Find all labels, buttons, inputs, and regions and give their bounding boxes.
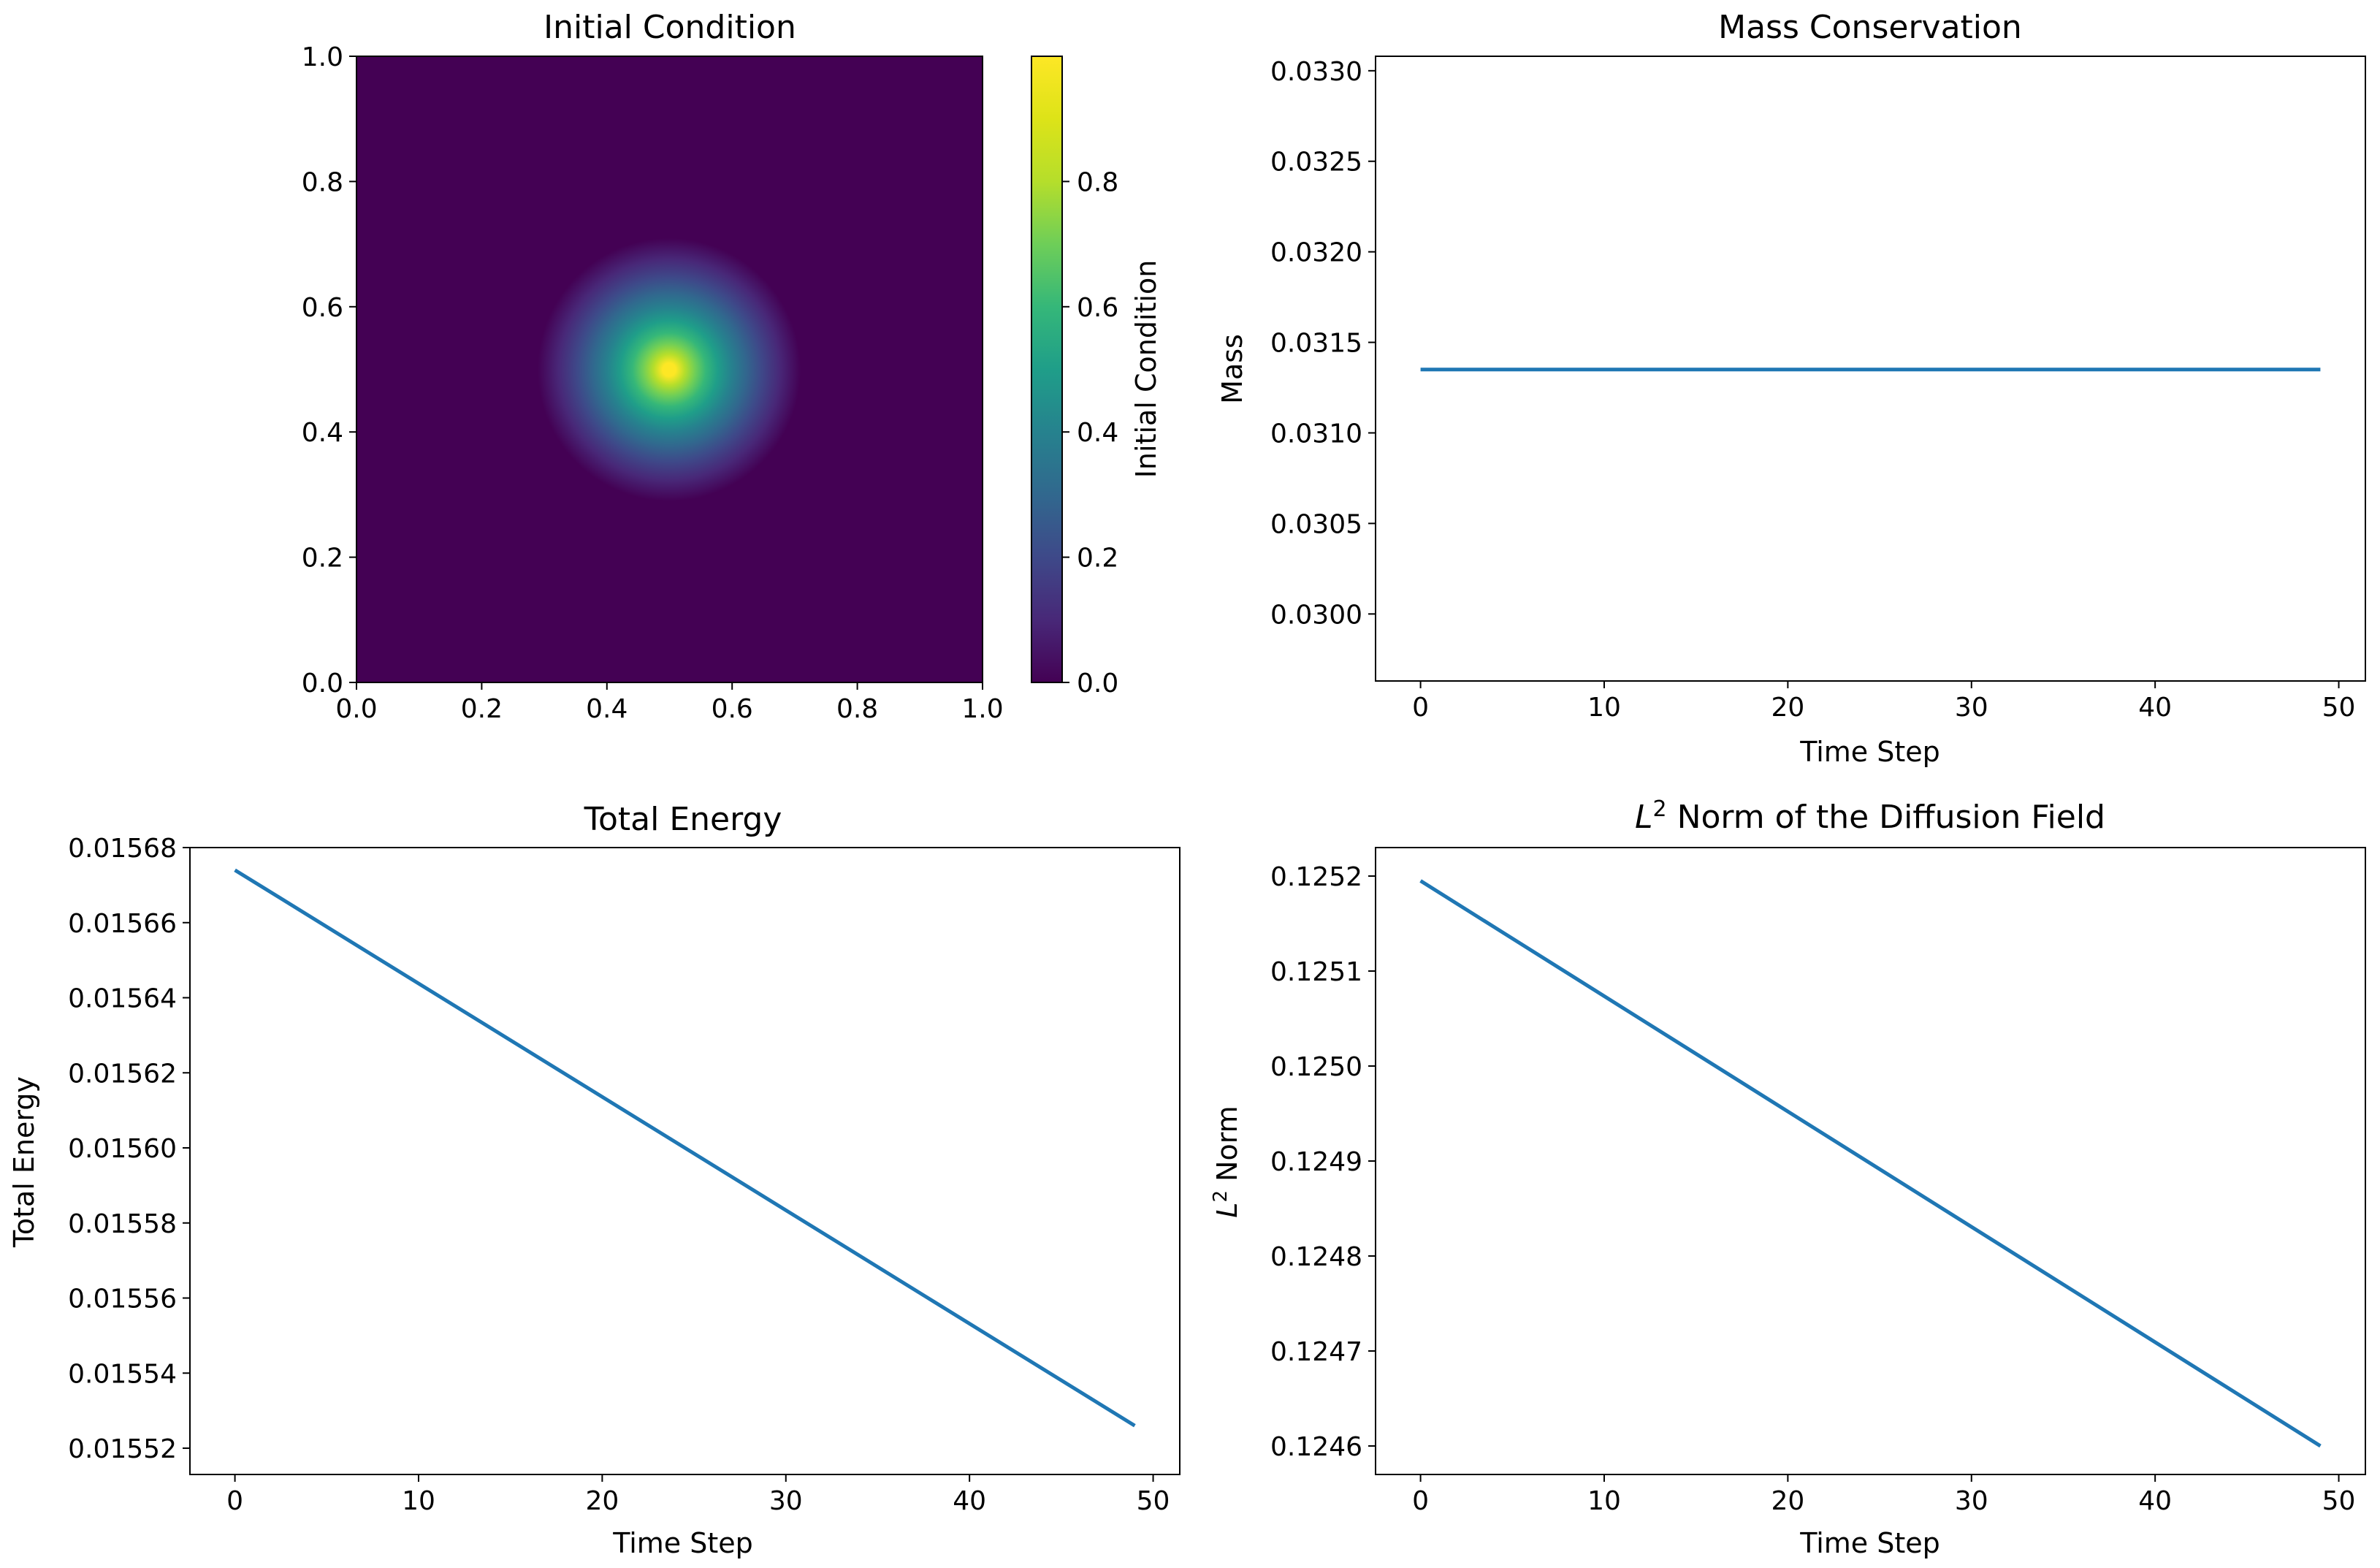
mass-xtick-label: 30 bbox=[1955, 693, 1988, 723]
heatmap-xtick-label: 0.6 bbox=[712, 694, 753, 724]
energy-xtick-label: 0 bbox=[226, 1486, 243, 1516]
colorbar-tick-label: 0.4 bbox=[1077, 418, 1118, 448]
l2-ytick-label: 0.1251 bbox=[1270, 957, 1362, 987]
mass-xtick-label: 0 bbox=[1412, 693, 1429, 723]
mass-xtick-label: 20 bbox=[1771, 693, 1804, 723]
l2-xtick-label: 50 bbox=[2322, 1486, 2356, 1516]
energy-ytick-label: 0.01558 bbox=[68, 1209, 177, 1239]
mass-ytick-label: 0.0325 bbox=[1270, 148, 1362, 178]
colorbar-label: Initial Condition bbox=[1130, 260, 1162, 479]
l2-title: L2 Norm of the Diffusion Field bbox=[1635, 796, 2105, 836]
l2-xtick-label: 40 bbox=[2138, 1486, 2172, 1516]
l2-ylabel-sup: 2 bbox=[1210, 1190, 1232, 1203]
mass-x-ticks: 0 10 20 30 40 50 bbox=[1412, 681, 2355, 723]
heatmap-xtick-label: 0.0 bbox=[335, 694, 377, 724]
l2-ylabel-L: L bbox=[1211, 1203, 1243, 1218]
heatmap-xtick-label: 0.4 bbox=[586, 694, 628, 724]
panel-initial-condition: Initial Condition 0.0 0.2 0.4 0.6 0.8 1.0 0.0… bbox=[302, 9, 1162, 724]
heatmap-xtick-label: 0.8 bbox=[836, 694, 878, 724]
heatmap-xtick-label: 0.2 bbox=[461, 694, 503, 724]
panel-total-energy: Total Energy 0 10 20 30 40 50 0.015520.015540… bbox=[8, 801, 1181, 1559]
energy-series-line bbox=[234, 868, 1136, 1428]
mass-ytick-label: 0.0300 bbox=[1270, 600, 1362, 630]
energy-xtick-label: 30 bbox=[769, 1486, 803, 1516]
heatmap-xtick-label: 1.0 bbox=[961, 694, 1003, 724]
mass-ytick-label: 0.0310 bbox=[1270, 419, 1362, 449]
heatmap-y-ticks: 0.0 0.2 0.4 0.6 0.8 1.0 bbox=[302, 42, 356, 699]
panel-mass-conservation: Mass Conservation 0 10 20 30 40 50 0.03000.03… bbox=[1216, 9, 2366, 768]
heatmap-ytick-label: 0.4 bbox=[302, 418, 343, 448]
l2-xtick-label: 30 bbox=[1955, 1486, 1988, 1516]
heatmap-ytick-label: 0.0 bbox=[302, 669, 343, 699]
mass-ylabel: Mass bbox=[1216, 334, 1248, 404]
energy-xlabel: Time Step bbox=[612, 1527, 753, 1559]
energy-xtick-label: 50 bbox=[1137, 1486, 1170, 1516]
heatmap-x-ticks: 0.0 0.2 0.4 0.6 0.8 1.0 bbox=[335, 682, 1004, 724]
mass-xlabel: Time Step bbox=[1799, 736, 1940, 768]
colorbar-tick-label: 0.2 bbox=[1077, 544, 1118, 574]
energy-y-ticks: 0.01552 0.01554 0.01556 0.01558 0.01560 0.015… bbox=[68, 834, 190, 1464]
energy-title: Total Energy bbox=[584, 801, 782, 838]
energy-ytick-label: 0.01552 bbox=[68, 1434, 177, 1464]
l2-ylabel: L2 Norm bbox=[1210, 1105, 1243, 1217]
l2-ytick-label: 0.1246 bbox=[1270, 1432, 1362, 1462]
colorbar-gradient bbox=[1031, 56, 1062, 682]
l2-xtick-label: 10 bbox=[1587, 1486, 1621, 1516]
energy-xtick-label: 20 bbox=[585, 1486, 619, 1516]
energy-ytick-label: 0.01554 bbox=[68, 1359, 177, 1389]
energy-ytick-label: 0.01566 bbox=[68, 909, 177, 939]
l2-ytick-label: 0.1250 bbox=[1270, 1052, 1362, 1082]
mass-ytick-label: 0.0320 bbox=[1270, 238, 1362, 268]
energy-ytick-label: 0.01568 bbox=[68, 834, 177, 864]
colorbar-ticks: 0.0 0.2 0.4 0.6 0.8 bbox=[1062, 167, 1118, 699]
colorbar-tick-label: 0.8 bbox=[1077, 167, 1118, 197]
panel-l2-norm: L2 Norm of the Diffusion Field 0 10 20 30 40 5… bbox=[1210, 796, 2366, 1559]
energy-xtick-label: 40 bbox=[953, 1486, 986, 1516]
l2-xtick-label: 20 bbox=[1771, 1486, 1804, 1516]
energy-ytick-label: 0.01564 bbox=[68, 984, 177, 1014]
colorbar-tick-label: 0.6 bbox=[1077, 293, 1118, 323]
l2-xlabel: Time Step bbox=[1799, 1527, 1940, 1559]
l2-ytick-label: 0.1248 bbox=[1270, 1242, 1362, 1272]
heatmap-ytick-label: 1.0 bbox=[302, 42, 343, 72]
energy-plot-frame bbox=[189, 847, 1181, 1475]
energy-ytick-label: 0.01556 bbox=[68, 1285, 177, 1314]
heatmap-frame bbox=[356, 56, 983, 683]
heatmap-ytick-label: 0.6 bbox=[302, 293, 343, 323]
l2-title-sup: 2 bbox=[1653, 796, 1667, 822]
l2-x-ticks: 0 10 20 30 40 50 bbox=[1412, 1474, 2355, 1516]
l2-title-L: L bbox=[1635, 799, 1653, 836]
l2-ytick-label: 0.1247 bbox=[1270, 1337, 1362, 1367]
l2-ylabel-text: Norm bbox=[1211, 1105, 1243, 1181]
initial-title: Initial Condition bbox=[543, 9, 796, 46]
mass-ytick-label: 0.0315 bbox=[1270, 329, 1362, 359]
heatmap-ytick-label: 0.2 bbox=[302, 544, 343, 574]
energy-ytick-label: 0.01562 bbox=[68, 1059, 177, 1089]
mass-y-ticks: 0.0300 0.0305 0.0310 0.0315 0.0320 0.0325 0.03… bbox=[1270, 57, 1376, 630]
l2-series-line bbox=[1419, 879, 2322, 1448]
energy-x-ticks: 0 10 20 30 40 50 bbox=[226, 1474, 1170, 1516]
mass-plot-frame bbox=[1375, 56, 2366, 682]
colorbar-frame bbox=[1031, 56, 1063, 683]
mass-xtick-label: 40 bbox=[2138, 693, 2172, 723]
l2-ytick-label: 0.1249 bbox=[1270, 1147, 1362, 1177]
mass-xtick-label: 10 bbox=[1587, 693, 1621, 723]
l2-ytick-label: 0.1252 bbox=[1270, 862, 1362, 892]
heatmap-ytick-label: 0.8 bbox=[302, 167, 343, 197]
l2-y-ticks: 0.1246 0.1247 0.1248 0.1249 0.1250 0.1251 0.12… bbox=[1270, 862, 1376, 1462]
mass-title: Mass Conservation bbox=[1718, 9, 2022, 46]
energy-ylabel: Total Energy bbox=[8, 1076, 40, 1248]
mass-xtick-label: 50 bbox=[2322, 693, 2356, 723]
energy-xtick-label: 10 bbox=[402, 1486, 435, 1516]
heatmap-gaussian-blob bbox=[538, 238, 801, 501]
energy-ytick-label: 0.01560 bbox=[68, 1134, 177, 1164]
mass-ytick-label: 0.0330 bbox=[1270, 57, 1362, 87]
colorbar-tick-label: 0.0 bbox=[1077, 669, 1118, 699]
l2-xtick-label: 0 bbox=[1412, 1486, 1429, 1516]
mass-ytick-label: 0.0305 bbox=[1270, 509, 1362, 539]
l2-title-text: Norm of the Diffusion Field bbox=[1677, 799, 2105, 836]
